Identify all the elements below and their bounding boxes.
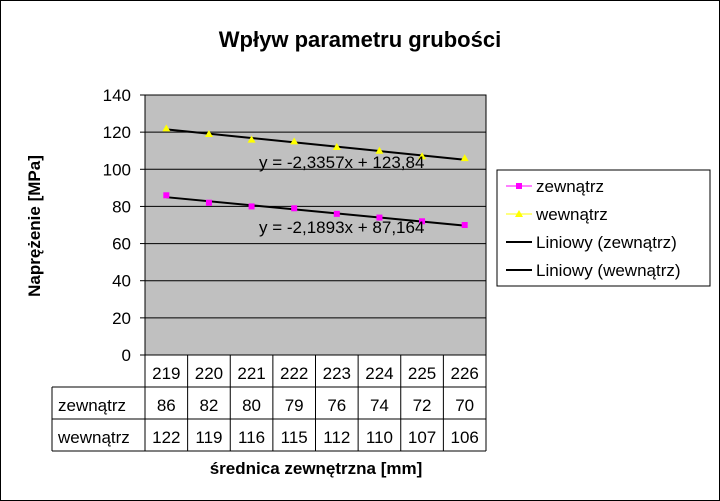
legend-box xyxy=(496,169,711,287)
trendline-equations: y = -2,1893x + 87,164 y = -2,3357x + 123,… xyxy=(259,153,424,237)
legend-label: wewnątrz xyxy=(535,205,608,224)
data-point-zewnatrz xyxy=(163,192,170,199)
table-cell: 119 xyxy=(195,428,222,447)
trendline-equation: y = -2,3357x + 123,84 xyxy=(259,153,424,172)
table-cell: 116 xyxy=(238,428,265,447)
table-cell: 70 xyxy=(455,396,474,415)
data-point-zewnatrz xyxy=(205,199,212,206)
data-point-wewnatrz xyxy=(460,154,469,162)
table-cell: 115 xyxy=(281,428,308,447)
data-point-wewnatrz xyxy=(162,124,171,132)
table-cell: 80 xyxy=(242,396,261,415)
table-cell: 107 xyxy=(408,428,436,447)
x-tick-label: 219 xyxy=(152,364,180,383)
data-point-wewnatrz xyxy=(375,146,384,154)
legend-label: Liniowy (wewnątrz) xyxy=(536,261,681,280)
x-tick-label: 220 xyxy=(195,364,223,383)
y-tick-label: 80 xyxy=(112,197,131,216)
plot-area xyxy=(145,95,486,355)
y-tick-label: 60 xyxy=(112,235,131,254)
table-cell: 79 xyxy=(285,396,304,415)
axes: 0 20 40 60 80 100 120 140 xyxy=(103,86,487,365)
legend-label: zewnątrz xyxy=(536,177,604,196)
trendline xyxy=(166,196,465,227)
trendlines xyxy=(166,128,465,227)
data-point-zewnatrz xyxy=(419,218,426,225)
table-cell: 74 xyxy=(370,396,389,415)
data-point-zewnatrz xyxy=(376,214,383,221)
table-cell: 86 xyxy=(157,396,176,415)
legend: zewnątrz wewnątrz Liniowy (zewnątrz) Liniow… xyxy=(496,169,711,287)
table-cell: 122 xyxy=(152,428,180,447)
chart-title: Wpływ parametru grubości xyxy=(219,27,501,52)
x-tick-label: 222 xyxy=(280,364,308,383)
table-row-label: zewnątrz xyxy=(58,396,126,415)
x-tick-label: 221 xyxy=(237,364,265,383)
table-row-label: wewnątrz xyxy=(57,428,130,447)
data-point-wewnatrz xyxy=(332,143,341,150)
x-tick-label: 226 xyxy=(451,364,479,383)
x-tick-label: 225 xyxy=(408,364,436,383)
table-cell: 110 xyxy=(366,428,393,447)
y-tick-label: 120 xyxy=(103,123,131,142)
series-markers xyxy=(162,124,469,228)
table-cell: 76 xyxy=(327,396,346,415)
y-axis-title: Naprężenie [MPa] xyxy=(25,155,44,297)
table-cell: 82 xyxy=(199,396,218,415)
x-axis-title: średnica zewnętrzna [mm] xyxy=(210,459,423,478)
trendline xyxy=(166,128,465,161)
y-tick-label: 140 xyxy=(103,86,131,105)
data-point-wewnatrz xyxy=(247,135,256,143)
trendline-equation: y = -2,1893x + 87,164 xyxy=(259,218,424,237)
data-point-zewnatrz xyxy=(333,210,340,217)
data-point-zewnatrz xyxy=(461,222,468,228)
y-tick-label: 0 xyxy=(122,346,131,365)
table-cell: 112 xyxy=(323,428,350,447)
legend-marker xyxy=(516,183,522,189)
y-tick-label: 20 xyxy=(112,309,131,328)
table-cell: 106 xyxy=(451,428,479,447)
table-cell: 72 xyxy=(413,396,432,415)
y-tick-label: 100 xyxy=(103,160,131,179)
legend-marker xyxy=(515,210,523,217)
x-tick-label: 224 xyxy=(365,364,393,383)
data-point-wewnatrz xyxy=(418,152,427,160)
data-point-wewnatrz xyxy=(204,130,213,137)
data-point-zewnatrz xyxy=(248,203,255,210)
x-tick-label: 223 xyxy=(323,364,351,383)
data-point-zewnatrz xyxy=(291,205,298,212)
y-tick-label: 40 xyxy=(112,272,131,291)
legend-label: Liniowy (zewnątrz) xyxy=(536,233,677,252)
data-table: 219 220 221 222 223 224 225 226 zewnątrz 86 82 80 79… xyxy=(51,355,487,452)
data-point-wewnatrz xyxy=(290,137,299,145)
